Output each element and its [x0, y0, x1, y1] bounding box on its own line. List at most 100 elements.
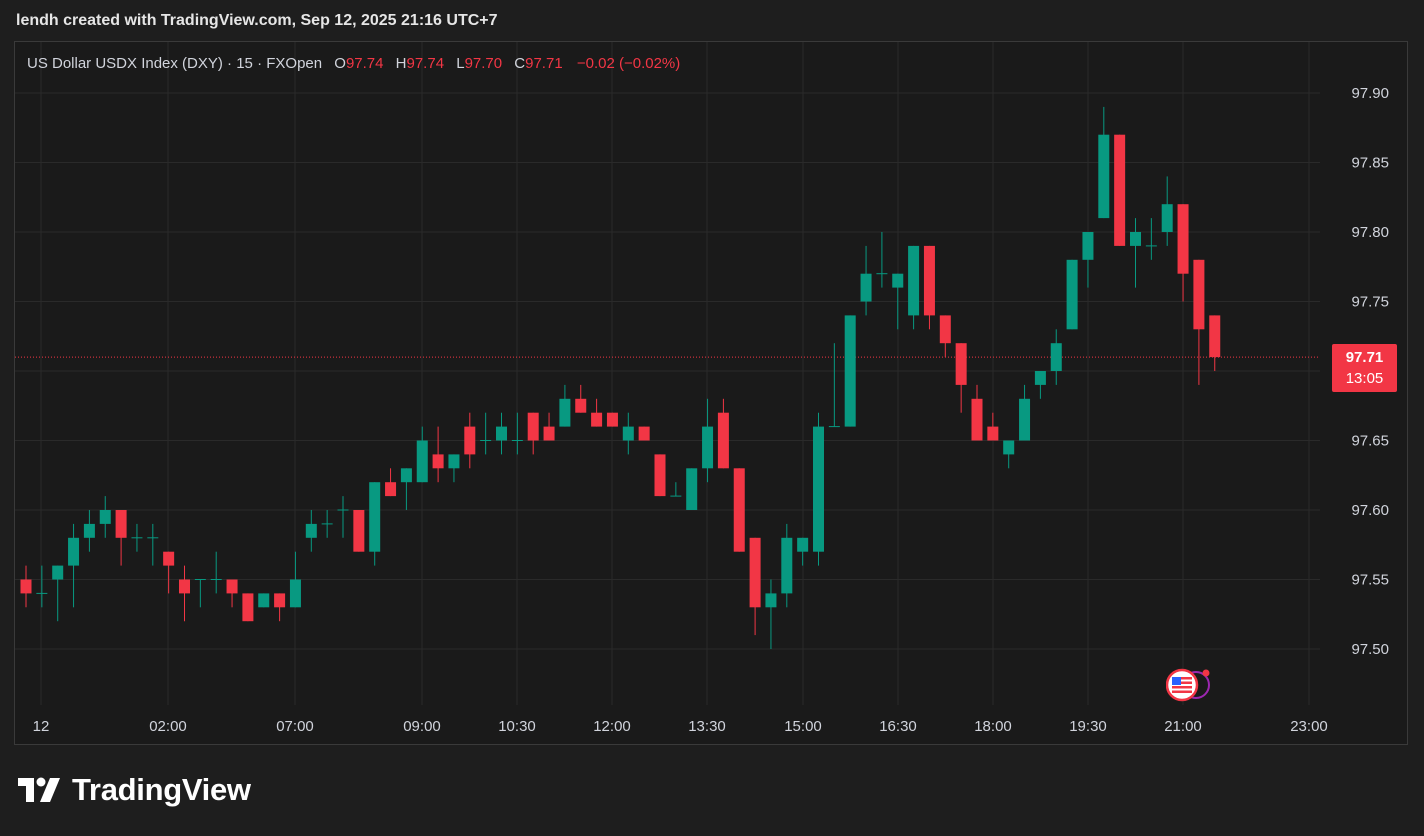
candle-body — [860, 273, 872, 302]
tradingview-logo-text: TradingView — [72, 772, 251, 807]
candle-body — [1066, 259, 1078, 330]
bar-countdown: 13:05 — [1345, 370, 1384, 387]
candle-body — [448, 454, 460, 469]
candle-body — [1193, 259, 1205, 330]
candle-body — [654, 454, 666, 497]
candle-body — [68, 537, 80, 566]
current-price-value: 97.71 — [1345, 349, 1384, 366]
open-value: 97.74 — [345, 55, 384, 72]
candle-body — [400, 468, 412, 483]
close-label: C — [514, 55, 526, 72]
high-label: H — [395, 55, 407, 72]
candle-body — [622, 426, 634, 441]
candle-body — [1114, 134, 1126, 246]
candles — [20, 106, 1221, 649]
change-value: −0.02 (−0.02%) — [576, 55, 681, 72]
candle-body — [131, 537, 143, 539]
time-tick-label: 19:30 — [1069, 718, 1107, 735]
candle-body — [179, 579, 190, 594]
candle-body — [258, 593, 270, 608]
candle-body — [496, 426, 507, 441]
candle-body — [1019, 398, 1031, 441]
candle-body — [971, 398, 983, 441]
candle-body — [83, 523, 95, 538]
attribution-text: lendh created with TradingView.com, Sep … — [16, 12, 498, 29]
close-value: 97.71 — [525, 55, 563, 72]
candle-body — [115, 510, 127, 538]
candle-body — [289, 579, 301, 608]
candle-body — [543, 426, 555, 441]
candle-body — [147, 537, 159, 539]
candle-body — [305, 523, 317, 538]
chart-pane[interactable] — [14, 41, 1408, 745]
candle-body — [575, 398, 587, 413]
candle-body — [1003, 440, 1015, 455]
time-tick-label: 21:00 — [1164, 718, 1202, 735]
candle-body — [908, 245, 920, 316]
candle-body — [385, 482, 397, 497]
candle-body — [1145, 245, 1157, 247]
time-tick-label: 13:30 — [688, 718, 726, 735]
price-tick-label: 97.75 — [1351, 294, 1389, 311]
price-tick-label: 97.85 — [1351, 155, 1389, 172]
candle-body — [416, 440, 428, 483]
price-axis: 97.90 97.85 97.80 97.75 97.65 97.60 97.55 97.50 — [1351, 85, 1389, 658]
candle-body — [733, 468, 745, 552]
candle-body — [670, 495, 682, 497]
price-tick-label: 97.60 — [1351, 502, 1389, 519]
candle-body — [828, 426, 840, 428]
candle-body — [987, 426, 999, 441]
current-price-label: 97.71 13:05 — [1332, 344, 1397, 392]
candle-body — [591, 412, 603, 427]
candle-body — [1209, 315, 1221, 358]
tradingview-logo[interactable]: TradingView — [18, 772, 251, 808]
candle-body — [1161, 204, 1173, 232]
candle-body — [892, 273, 904, 288]
candle-body — [321, 523, 333, 525]
us-flag-icon[interactable] — [1165, 668, 1210, 702]
low-value: 97.70 — [464, 55, 503, 72]
time-tick-label: 02:00 — [149, 718, 187, 735]
candle-body — [226, 579, 238, 594]
candle-body — [717, 412, 729, 469]
candle-body — [464, 426, 476, 455]
candle-body — [606, 412, 618, 427]
candle-body — [36, 592, 48, 594]
low-label: L — [456, 55, 465, 72]
time-tick-label: 12:00 — [593, 718, 631, 735]
candle-body — [210, 579, 222, 580]
candle-body — [686, 468, 698, 510]
open-label: O — [334, 55, 346, 72]
price-tick-label: 97.50 — [1351, 641, 1389, 658]
high-value: 97.74 — [406, 55, 445, 72]
time-tick-label: 09:00 — [403, 718, 441, 735]
candle-body — [274, 593, 286, 608]
time-tick-label: 18:00 — [974, 718, 1012, 735]
candle-body — [876, 273, 888, 275]
candle-body — [432, 454, 444, 469]
candle-body — [511, 440, 523, 441]
price-tick-label: 97.90 — [1351, 85, 1389, 102]
time-axis: 12 02:00 07:00 09:00 10:30 12:00 13:30 15:00 16:… — [33, 718, 1328, 735]
time-tick-label: 12 — [33, 718, 50, 735]
candle-body — [955, 343, 967, 385]
candle-body — [844, 315, 856, 427]
candle-body — [1034, 371, 1046, 385]
candle-body — [337, 509, 349, 511]
candle-body — [813, 426, 824, 552]
candle-body — [638, 426, 650, 441]
tradingview-logo-icon — [18, 777, 60, 802]
candle-body — [1050, 343, 1062, 371]
candle-body — [1130, 232, 1141, 246]
candle-body — [353, 510, 365, 552]
candle-body — [702, 426, 714, 469]
time-tick-label: 07:00 — [276, 718, 314, 735]
candle-body — [781, 537, 793, 594]
candle-body — [1177, 204, 1189, 274]
candle-body — [20, 579, 32, 594]
time-tick-label: 23:00 — [1290, 718, 1328, 735]
time-tick-label: 10:30 — [498, 718, 536, 735]
candle-body — [923, 245, 935, 316]
candle-body — [797, 537, 809, 552]
